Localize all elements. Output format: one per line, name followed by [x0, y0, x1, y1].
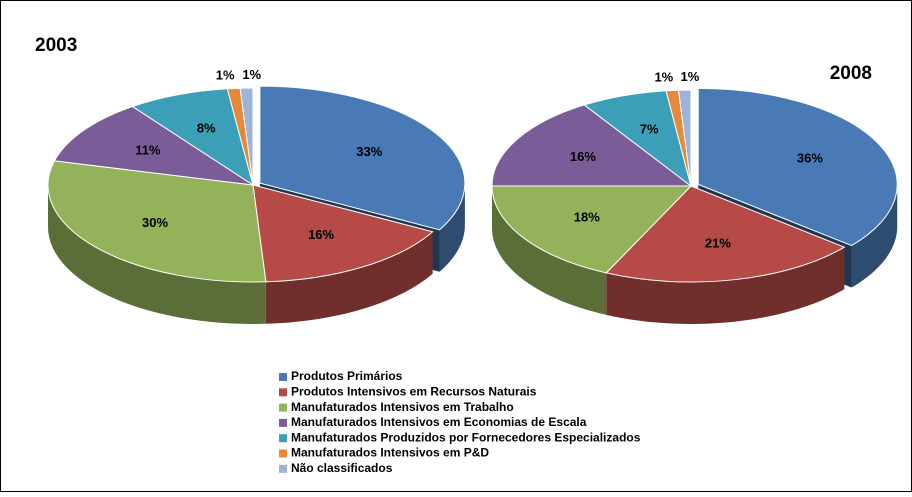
data-label: 18%	[574, 209, 600, 224]
slice	[239, 87, 254, 186]
slice-side	[439, 183, 465, 272]
data-label: 1%	[654, 69, 673, 84]
data-label: 1%	[681, 69, 700, 84]
legend-swatch	[279, 449, 287, 458]
legend-swatch	[279, 418, 287, 427]
data-label: 1%	[242, 67, 261, 82]
data-label: 11%	[135, 143, 161, 158]
data-label: 36%	[797, 150, 823, 165]
slice	[53, 105, 254, 186]
legend-swatch	[279, 403, 287, 412]
chart-title: 2003	[35, 35, 77, 56]
slice-side	[851, 184, 898, 288]
legend-label: Não classificados	[291, 461, 393, 475]
legend-label: Manufaturados Intensivos em P&D	[291, 446, 489, 460]
data-label: 7%	[640, 121, 659, 136]
slice	[697, 87, 898, 247]
data-label: 8%	[197, 121, 216, 136]
slice	[47, 160, 267, 283]
slice	[252, 184, 434, 283]
slice	[491, 185, 693, 274]
legend-swatch	[279, 434, 287, 443]
legend-swatch	[279, 373, 287, 381]
data-label: 16%	[570, 149, 596, 164]
data-label: 16%	[308, 227, 334, 242]
legend-swatch	[279, 388, 287, 397]
legend-swatch	[279, 464, 287, 473]
slice-side	[606, 247, 845, 324]
data-label: 30%	[142, 215, 168, 230]
data-label: 33%	[356, 144, 382, 159]
slice	[605, 185, 846, 283]
slice-side	[48, 185, 266, 324]
slice-side	[492, 186, 607, 315]
chart-title: 2008	[830, 63, 872, 84]
legend-label: Produtos Intensivos em Recursos Naturais	[291, 384, 537, 398]
legend-label: Manufaturados Produzidos por Fornecedore…	[291, 430, 641, 444]
legend-label: Manufaturados Intensivos em Trabalho	[291, 400, 514, 414]
slice	[259, 85, 466, 231]
data-label: 1%	[216, 67, 235, 82]
legend-label: Manufaturados Intensivos em Economias de…	[291, 415, 587, 429]
legend-label: Produtos Primários	[291, 369, 403, 383]
slice	[491, 104, 693, 187]
slice-side	[265, 231, 433, 324]
slice	[131, 88, 254, 187]
slice	[677, 89, 692, 187]
data-label: 21%	[705, 236, 731, 251]
